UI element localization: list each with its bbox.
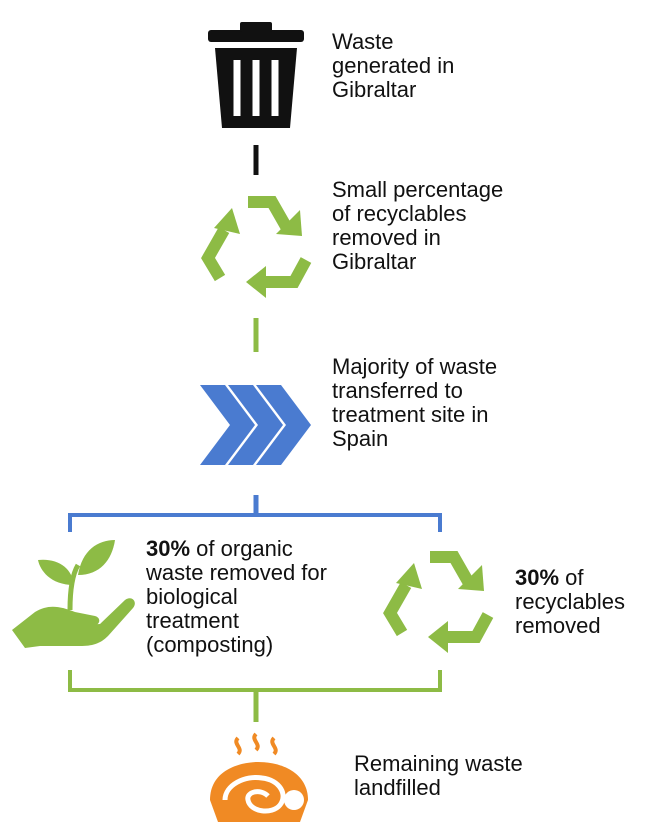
recycle-icon: [208, 202, 306, 298]
merge-bracket: [68, 670, 442, 692]
step-label: Majority of waste transferred to treatme…: [332, 354, 498, 451]
step-label: Waste generated in Gibraltar: [332, 29, 455, 102]
plant-icon: [12, 540, 135, 648]
step-label: Remaining waste landfilled: [354, 751, 523, 800]
text: of recyclables removed: [515, 565, 626, 638]
text: of organic waste removed for biological …: [146, 536, 327, 657]
chevron-icon: [200, 385, 311, 465]
split-bracket: [68, 513, 442, 532]
step-label: 30% of recyclables removed: [515, 566, 649, 638]
recycle-icon: [390, 557, 488, 653]
emphasis: 30%: [515, 565, 560, 590]
emphasis: 30%: [146, 536, 191, 561]
step-label: 30% of organic waste removed for biologi…: [146, 537, 336, 657]
landfill-icon: [210, 732, 308, 822]
step-label: Small percentage of recyclables removed …: [332, 177, 504, 274]
